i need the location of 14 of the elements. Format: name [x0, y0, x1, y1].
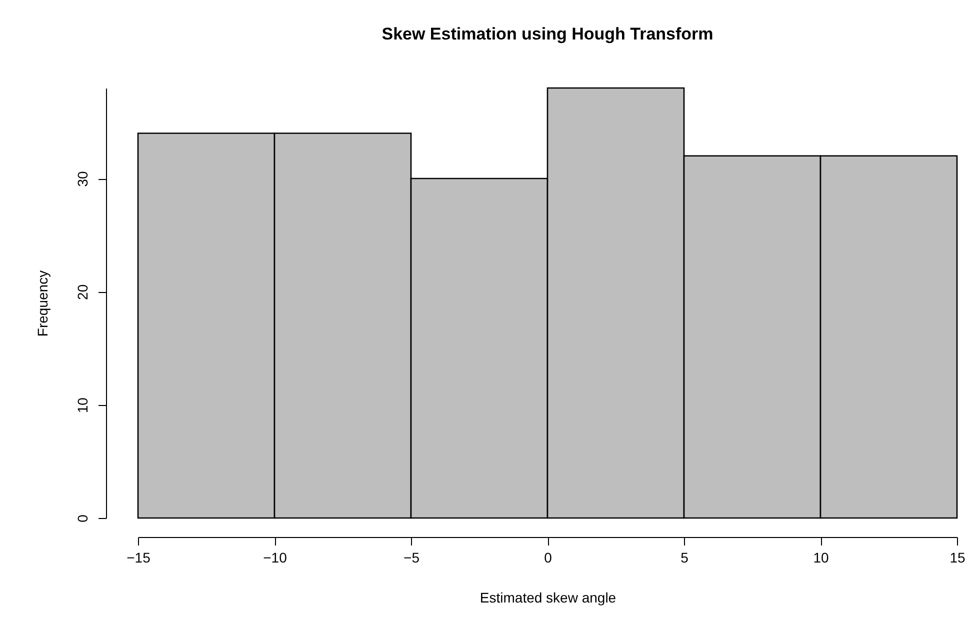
y-tick-label: 20	[74, 284, 90, 300]
x-axis-title: Estimated skew angle	[480, 590, 616, 606]
y-tick-label: 10	[74, 397, 90, 414]
x-tick-label: −10	[263, 550, 288, 566]
x-tick-label: 0	[544, 550, 552, 566]
x-tick-label: 15	[950, 550, 966, 566]
x-tick-label: 10	[813, 550, 829, 566]
x-tick-label: −5	[404, 550, 420, 566]
x-tick-label: −15	[126, 550, 151, 566]
chart-title: Skew Estimation using Hough Transform	[382, 24, 714, 44]
y-axis-title: Frequency	[34, 270, 50, 337]
y-tick-label: 0	[74, 514, 90, 522]
y-tick-label: 30	[74, 171, 90, 187]
x-tick-label: 5	[680, 550, 689, 566]
